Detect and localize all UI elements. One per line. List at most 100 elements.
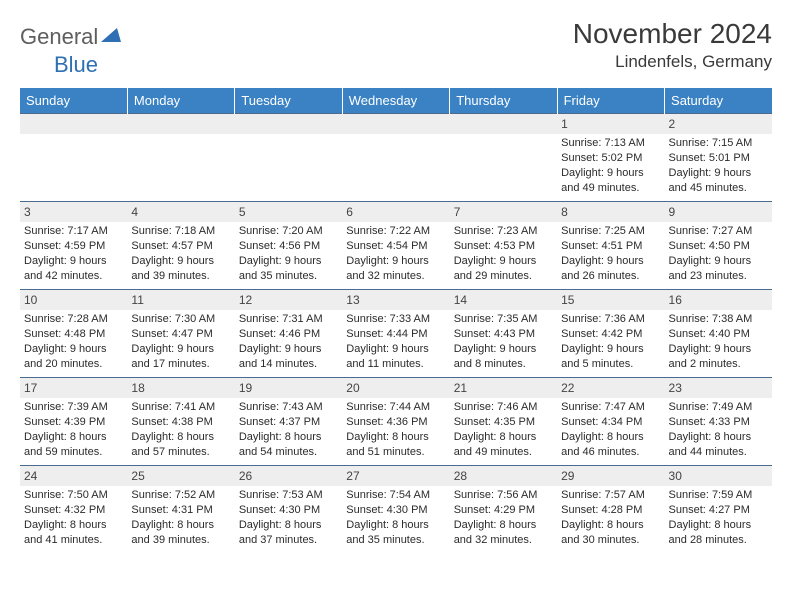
day-cell: 24Sunrise: 7:50 AMSunset: 4:32 PMDayligh…	[20, 466, 127, 554]
day-body: Sunrise: 7:46 AMSunset: 4:35 PMDaylight:…	[450, 398, 557, 463]
daylight-line2: and 23 minutes.	[669, 269, 768, 284]
sunset: Sunset: 4:31 PM	[131, 503, 230, 518]
daylight-line1: Daylight: 8 hours	[239, 430, 338, 445]
daylight-line2: and 28 minutes.	[669, 533, 768, 548]
daylight-line1: Daylight: 9 hours	[454, 254, 553, 269]
day-number: 8	[557, 202, 664, 222]
dow-thursday: Thursday	[450, 88, 557, 114]
sunrise: Sunrise: 7:54 AM	[346, 488, 445, 503]
daylight-line2: and 2 minutes.	[669, 357, 768, 372]
day-body: Sunrise: 7:31 AMSunset: 4:46 PMDaylight:…	[235, 310, 342, 375]
dow-saturday: Saturday	[665, 88, 772, 114]
daylight-line1: Daylight: 8 hours	[561, 430, 660, 445]
day-number: 18	[127, 378, 234, 398]
daylight-line2: and 35 minutes.	[346, 533, 445, 548]
day-body: Sunrise: 7:43 AMSunset: 4:37 PMDaylight:…	[235, 398, 342, 463]
day-body: Sunrise: 7:18 AMSunset: 4:57 PMDaylight:…	[127, 222, 234, 287]
sunrise: Sunrise: 7:30 AM	[131, 312, 230, 327]
sunset: Sunset: 4:50 PM	[669, 239, 768, 254]
month-title: November 2024	[573, 18, 772, 50]
sunset: Sunset: 4:43 PM	[454, 327, 553, 342]
daylight-line2: and 51 minutes.	[346, 445, 445, 460]
sunrise: Sunrise: 7:38 AM	[669, 312, 768, 327]
day-cell: 23Sunrise: 7:49 AMSunset: 4:33 PMDayligh…	[665, 378, 772, 466]
logo: General	[20, 18, 123, 50]
daylight-line2: and 57 minutes.	[131, 445, 230, 460]
day-body: Sunrise: 7:53 AMSunset: 4:30 PMDaylight:…	[235, 486, 342, 551]
day-cell	[20, 114, 127, 202]
daylight-line2: and 59 minutes.	[24, 445, 123, 460]
day-cell: 29Sunrise: 7:57 AMSunset: 4:28 PMDayligh…	[557, 466, 664, 554]
sunset: Sunset: 5:01 PM	[669, 151, 768, 166]
sunrise: Sunrise: 7:52 AM	[131, 488, 230, 503]
day-body: Sunrise: 7:50 AMSunset: 4:32 PMDaylight:…	[20, 486, 127, 551]
day-cell: 30Sunrise: 7:59 AMSunset: 4:27 PMDayligh…	[665, 466, 772, 554]
day-body: Sunrise: 7:35 AMSunset: 4:43 PMDaylight:…	[450, 310, 557, 375]
sunset: Sunset: 4:39 PM	[24, 415, 123, 430]
day-number: 16	[665, 290, 772, 310]
day-number: 13	[342, 290, 449, 310]
day-number: 24	[20, 466, 127, 486]
day-cell: 20Sunrise: 7:44 AMSunset: 4:36 PMDayligh…	[342, 378, 449, 466]
logo-text-blue: Blue	[54, 52, 98, 77]
daylight-line2: and 39 minutes.	[131, 533, 230, 548]
sunrise: Sunrise: 7:53 AM	[239, 488, 338, 503]
logo-triangle-icon	[101, 26, 121, 47]
sunset: Sunset: 4:44 PM	[346, 327, 445, 342]
day-cell: 21Sunrise: 7:46 AMSunset: 4:35 PMDayligh…	[450, 378, 557, 466]
day-cell: 7Sunrise: 7:23 AMSunset: 4:53 PMDaylight…	[450, 202, 557, 290]
daylight-line1: Daylight: 8 hours	[24, 430, 123, 445]
calendar-body: 1Sunrise: 7:13 AMSunset: 5:02 PMDaylight…	[20, 114, 772, 554]
daylight-line2: and 49 minutes.	[454, 445, 553, 460]
day-number: 15	[557, 290, 664, 310]
daylight-line2: and 37 minutes.	[239, 533, 338, 548]
sunset: Sunset: 4:29 PM	[454, 503, 553, 518]
daylight-line1: Daylight: 9 hours	[561, 342, 660, 357]
daylight-line1: Daylight: 8 hours	[346, 518, 445, 533]
day-cell: 17Sunrise: 7:39 AMSunset: 4:39 PMDayligh…	[20, 378, 127, 466]
sunset: Sunset: 4:47 PM	[131, 327, 230, 342]
day-cell: 15Sunrise: 7:36 AMSunset: 4:42 PMDayligh…	[557, 290, 664, 378]
dow-row: Sunday Monday Tuesday Wednesday Thursday…	[20, 88, 772, 114]
sunrise: Sunrise: 7:27 AM	[669, 224, 768, 239]
sunrise: Sunrise: 7:50 AM	[24, 488, 123, 503]
sunset: Sunset: 5:02 PM	[561, 151, 660, 166]
day-body: Sunrise: 7:54 AMSunset: 4:30 PMDaylight:…	[342, 486, 449, 551]
logo-text-blue-wrap: Blue	[56, 52, 116, 78]
dow-tuesday: Tuesday	[235, 88, 342, 114]
daylight-line1: Daylight: 8 hours	[131, 430, 230, 445]
sunset: Sunset: 4:38 PM	[131, 415, 230, 430]
day-cell: 11Sunrise: 7:30 AMSunset: 4:47 PMDayligh…	[127, 290, 234, 378]
day-number: 26	[235, 466, 342, 486]
day-number: 6	[342, 202, 449, 222]
calendar-table: Sunday Monday Tuesday Wednesday Thursday…	[20, 88, 772, 554]
day-body: Sunrise: 7:59 AMSunset: 4:27 PMDaylight:…	[665, 486, 772, 551]
sunset: Sunset: 4:42 PM	[561, 327, 660, 342]
day-body: Sunrise: 7:38 AMSunset: 4:40 PMDaylight:…	[665, 310, 772, 375]
day-cell: 9Sunrise: 7:27 AMSunset: 4:50 PMDaylight…	[665, 202, 772, 290]
day-cell: 18Sunrise: 7:41 AMSunset: 4:38 PMDayligh…	[127, 378, 234, 466]
day-number: 2	[665, 114, 772, 134]
day-number: 28	[450, 466, 557, 486]
sunset: Sunset: 4:56 PM	[239, 239, 338, 254]
daylight-line2: and 32 minutes.	[346, 269, 445, 284]
day-number: 11	[127, 290, 234, 310]
daylight-line1: Daylight: 9 hours	[131, 254, 230, 269]
title-block: November 2024 Lindenfels, Germany	[573, 18, 772, 72]
sunrise: Sunrise: 7:31 AM	[239, 312, 338, 327]
day-number	[235, 114, 342, 134]
sunset: Sunset: 4:28 PM	[561, 503, 660, 518]
day-body: Sunrise: 7:41 AMSunset: 4:38 PMDaylight:…	[127, 398, 234, 463]
sunset: Sunset: 4:34 PM	[561, 415, 660, 430]
daylight-line2: and 20 minutes.	[24, 357, 123, 372]
day-number: 29	[557, 466, 664, 486]
day-cell: 16Sunrise: 7:38 AMSunset: 4:40 PMDayligh…	[665, 290, 772, 378]
sunset: Sunset: 4:35 PM	[454, 415, 553, 430]
day-number: 19	[235, 378, 342, 398]
sunrise: Sunrise: 7:23 AM	[454, 224, 553, 239]
day-number: 23	[665, 378, 772, 398]
week-row: 17Sunrise: 7:39 AMSunset: 4:39 PMDayligh…	[20, 378, 772, 466]
sunset: Sunset: 4:27 PM	[669, 503, 768, 518]
sunrise: Sunrise: 7:41 AM	[131, 400, 230, 415]
daylight-line1: Daylight: 8 hours	[131, 518, 230, 533]
